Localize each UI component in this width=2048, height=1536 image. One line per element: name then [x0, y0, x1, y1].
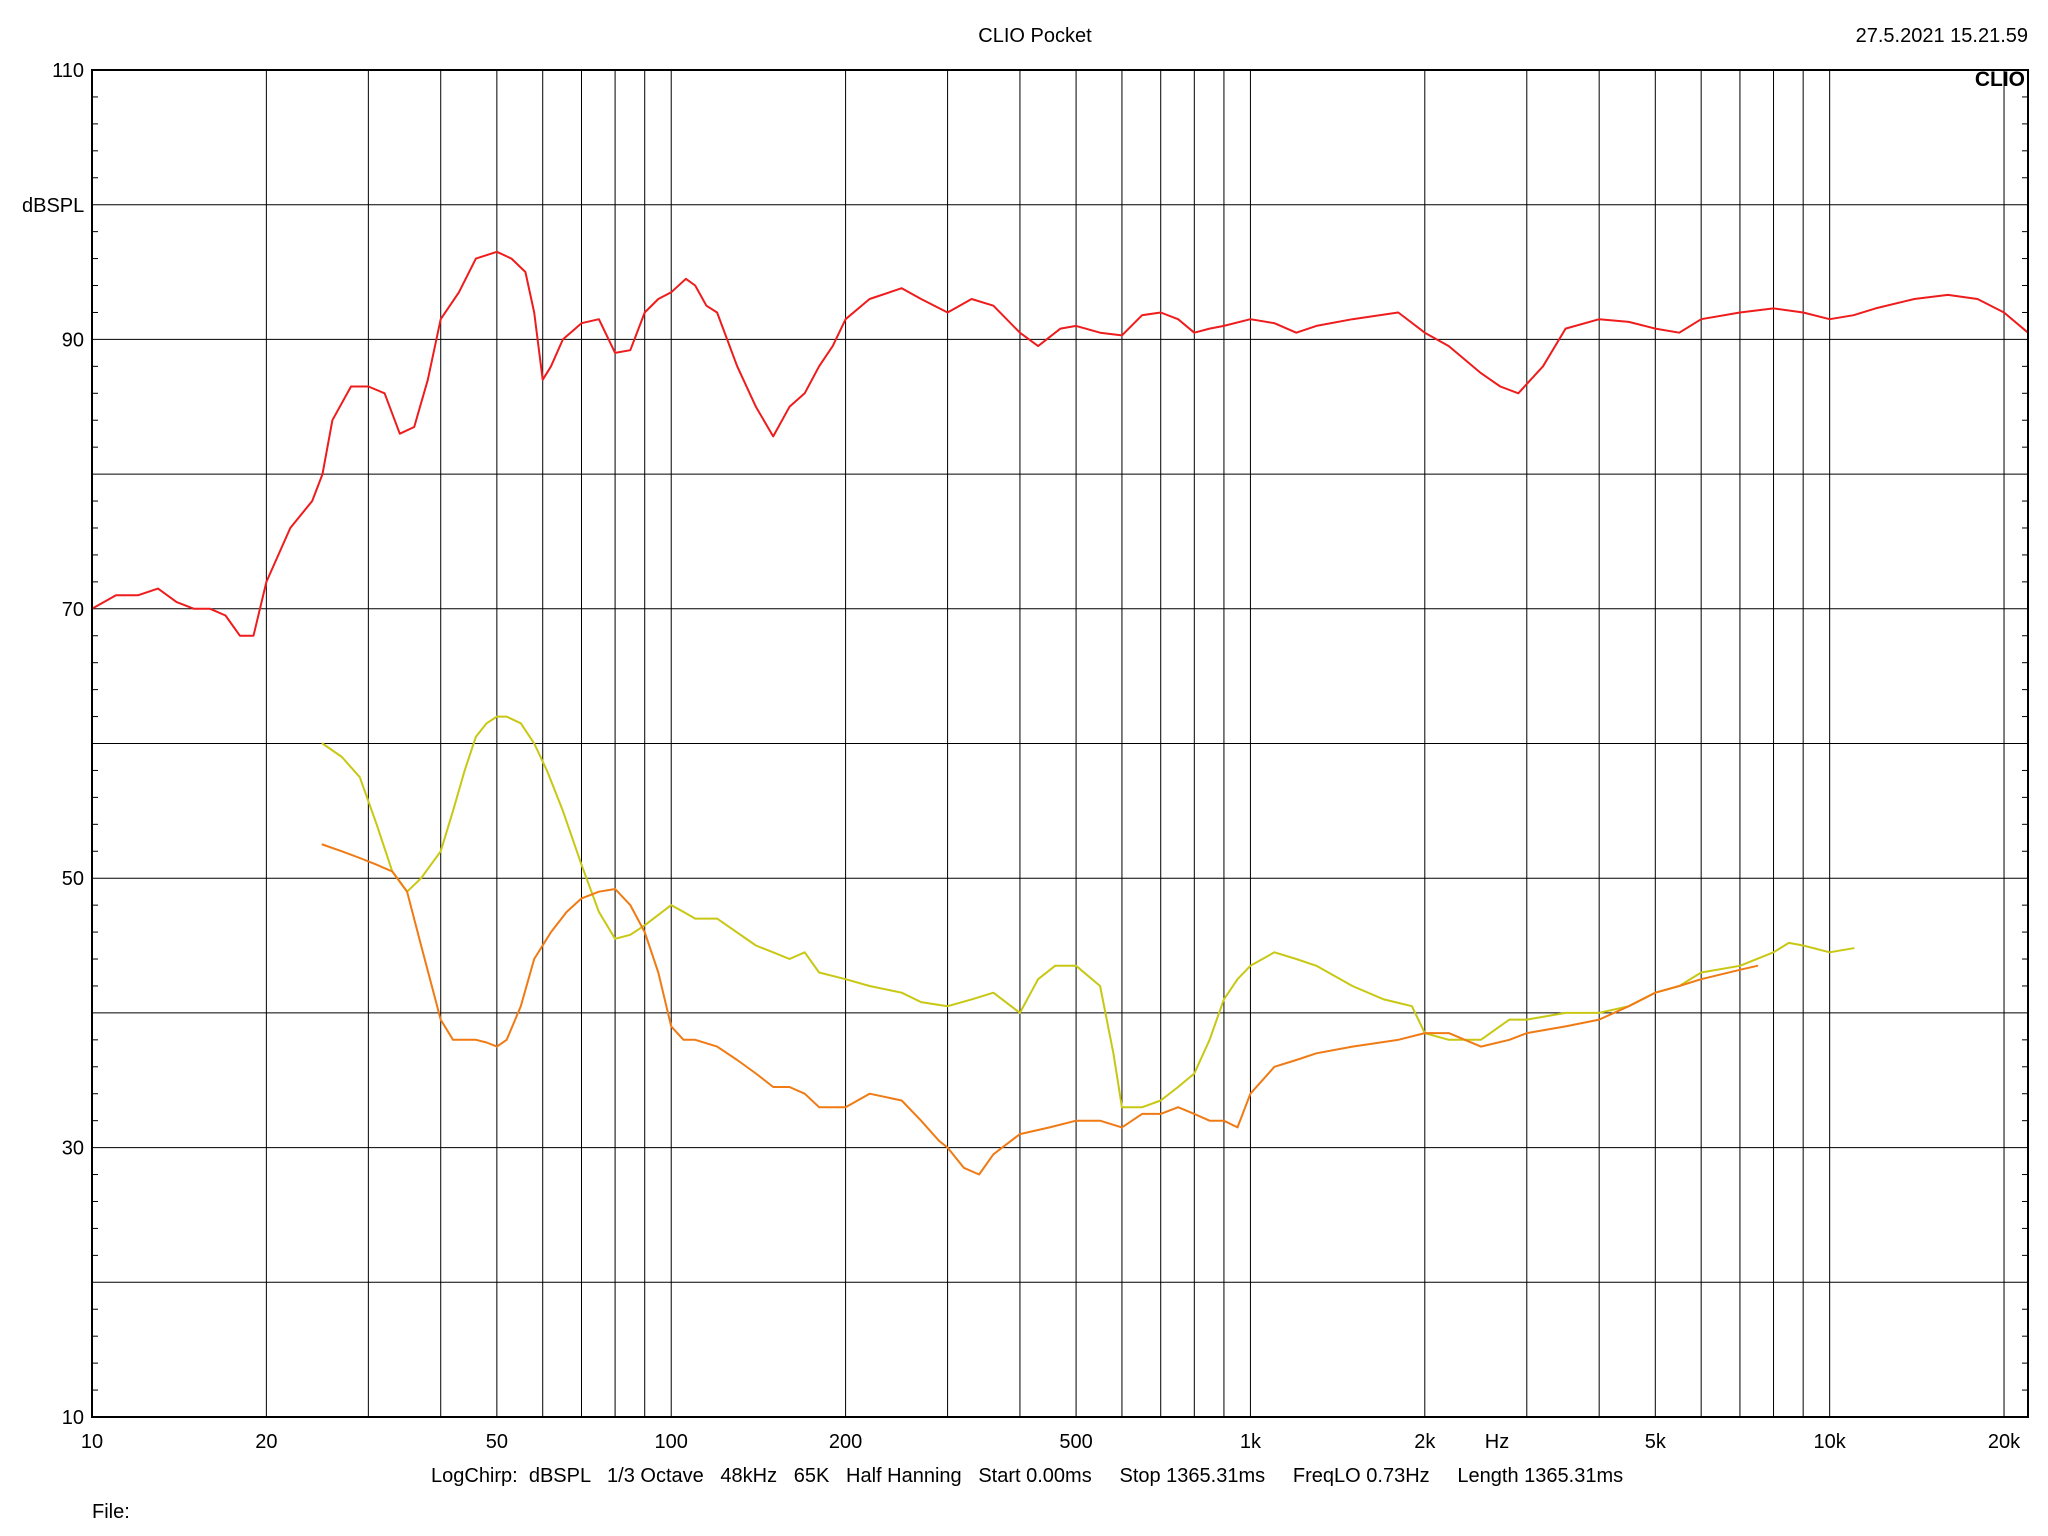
- measurement-settings: LogChirp: dBSPL 1/3 Octave 48kHz 65K Hal…: [431, 1465, 1623, 1487]
- y-tick-label: 10: [62, 1407, 84, 1429]
- x-tick-label: 1k: [1240, 1431, 1262, 1453]
- x-tick-label: 10k: [1814, 1431, 1847, 1453]
- x-tick-label: 500: [1059, 1431, 1092, 1453]
- x-tick-label: 20k: [1988, 1431, 2021, 1453]
- timestamp: 27.5.2021 15.21.59: [1856, 25, 2028, 47]
- y-axis-label: dBSPL: [22, 195, 84, 217]
- chart-title: CLIO Pocket: [978, 25, 1092, 47]
- y-tick-label: 110: [52, 60, 84, 82]
- y-tick-label: 50: [62, 868, 84, 890]
- series-line-3: [321, 843, 1759, 1176]
- x-tick-label: 10: [81, 1431, 103, 1453]
- x-tick-label: 2k: [1414, 1431, 1436, 1453]
- grid: [92, 70, 2028, 1417]
- x-tick-label: 100: [655, 1431, 688, 1453]
- x-tick-label: 5k: [1645, 1431, 1667, 1453]
- x-tick-label: 20: [255, 1431, 277, 1453]
- x-tick-label: 50: [486, 1431, 508, 1453]
- x-axis-label: Hz: [1485, 1431, 1509, 1453]
- y-tick-label: 70: [62, 599, 84, 621]
- file-label: File:: [92, 1501, 130, 1523]
- clio-logo: CLIO: [1975, 68, 2025, 91]
- y-tick-label: 90: [62, 329, 84, 351]
- plot-lines: [91, 250, 2029, 1176]
- y-tick-labels: 110 90 70 50 30 10: [52, 60, 84, 1429]
- y-tick-label: 30: [62, 1138, 84, 1160]
- x-tick-label: 200: [829, 1431, 862, 1453]
- series-line-2: [321, 715, 1855, 1109]
- x-tick-labels: 10 20 50 100 200 500 1k 5k 10k 20k 2k: [81, 1431, 2021, 1453]
- series-line-1: [91, 250, 2029, 637]
- plot-frame: [91, 69, 2029, 1418]
